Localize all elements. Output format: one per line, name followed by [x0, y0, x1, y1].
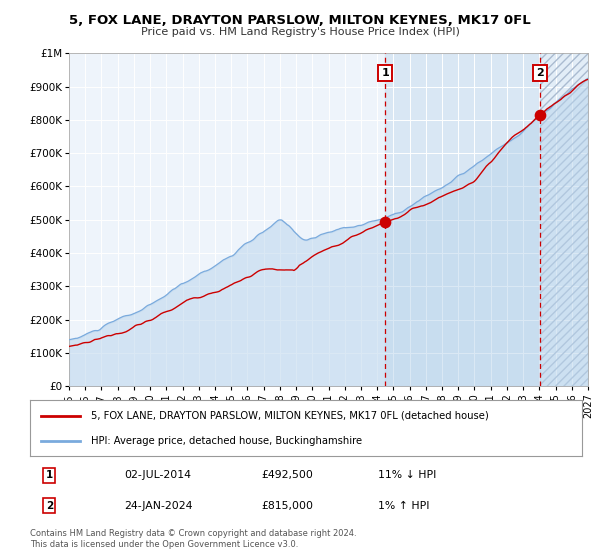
- Text: 02-JUL-2014: 02-JUL-2014: [124, 470, 191, 480]
- Text: 24-JAN-2024: 24-JAN-2024: [124, 501, 193, 511]
- Text: £815,000: £815,000: [262, 501, 314, 511]
- Text: 1: 1: [382, 68, 389, 78]
- Point: [380, 218, 390, 227]
- Point: [536, 110, 545, 119]
- Bar: [541, 53, 588, 386]
- Text: 11% ↓ HPI: 11% ↓ HPI: [378, 470, 436, 480]
- Bar: [385, 53, 541, 386]
- Text: £492,500: £492,500: [262, 470, 314, 480]
- Text: 5, FOX LANE, DRAYTON PARSLOW, MILTON KEYNES, MK17 0FL: 5, FOX LANE, DRAYTON PARSLOW, MILTON KEY…: [69, 14, 531, 27]
- Text: Contains HM Land Registry data © Crown copyright and database right 2024.: Contains HM Land Registry data © Crown c…: [30, 529, 356, 538]
- Text: Price paid vs. HM Land Registry's House Price Index (HPI): Price paid vs. HM Land Registry's House …: [140, 27, 460, 37]
- Text: 1: 1: [46, 470, 53, 480]
- Text: This data is licensed under the Open Government Licence v3.0.: This data is licensed under the Open Gov…: [30, 540, 298, 549]
- Text: 1% ↑ HPI: 1% ↑ HPI: [378, 501, 429, 511]
- Text: 2: 2: [536, 68, 544, 78]
- Bar: [541, 53, 588, 386]
- Text: HPI: Average price, detached house, Buckinghamshire: HPI: Average price, detached house, Buck…: [91, 436, 362, 446]
- Text: 2: 2: [46, 501, 53, 511]
- Text: 5, FOX LANE, DRAYTON PARSLOW, MILTON KEYNES, MK17 0FL (detached house): 5, FOX LANE, DRAYTON PARSLOW, MILTON KEY…: [91, 410, 488, 421]
